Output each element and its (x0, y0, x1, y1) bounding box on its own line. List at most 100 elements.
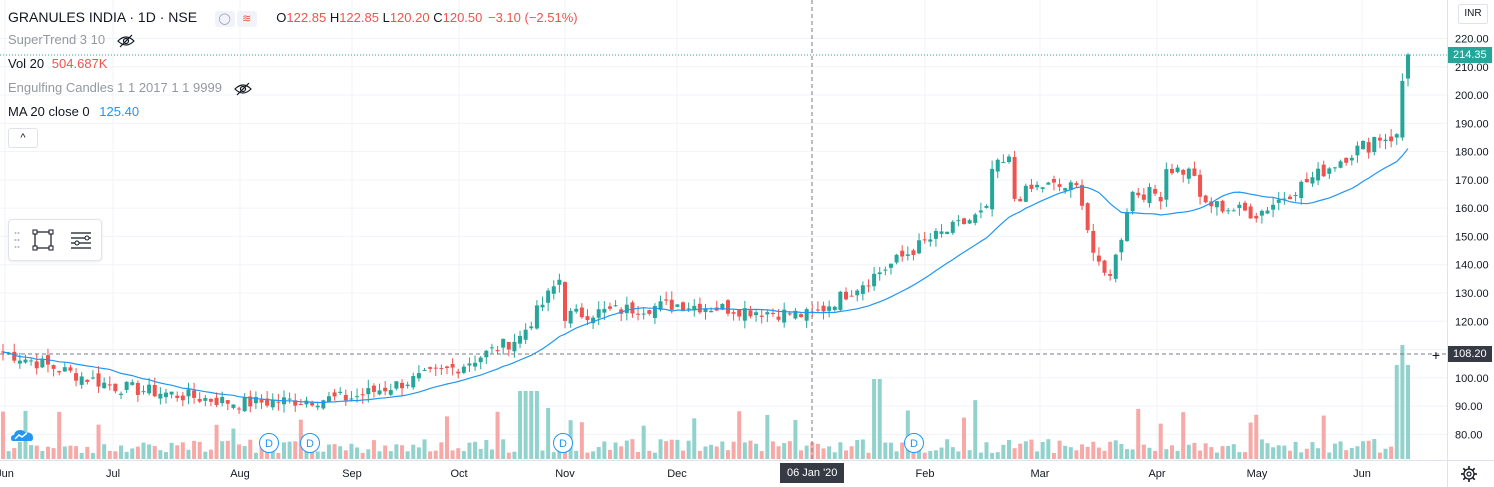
candle-body (529, 326, 534, 329)
volume-bar (12, 448, 17, 459)
volume-bar (1383, 448, 1388, 459)
volume-bar (29, 445, 34, 459)
volume-bar (1338, 441, 1343, 459)
candle-body (641, 313, 646, 315)
last-price-label: 214.35 (1448, 47, 1492, 63)
candle-body (1237, 204, 1242, 208)
dividend-marker[interactable]: D (259, 433, 279, 453)
volume-bar (135, 446, 140, 459)
volume-bar (866, 452, 871, 459)
volume-bar (770, 441, 775, 459)
time-tick-label: Oct (450, 468, 467, 480)
volume-bar (282, 442, 286, 459)
candle-body (534, 305, 539, 329)
floating-drawing-toolbar[interactable] (8, 219, 102, 261)
volume-bar (978, 452, 983, 459)
compare-icon[interactable]: ◯ (214, 11, 235, 28)
time-tick-label: Mar (1031, 468, 1050, 480)
candle-body (709, 310, 714, 313)
candle-body (1243, 202, 1248, 211)
candle-body (759, 315, 764, 317)
candle-body (68, 367, 73, 371)
volume-bar (315, 451, 320, 459)
volume-bar (1181, 412, 1186, 459)
volume-bar (658, 439, 663, 459)
symbol-title[interactable]: GRANULES INDIA · 1D · NSE (8, 9, 198, 25)
price-axis[interactable]: 220.00 210.00 200.00 190.00 180.00 170.00 160.… (1455, 34, 1489, 442)
candle-body (74, 373, 79, 381)
engulfing-legend[interactable]: Engulfing Candles 1 1 2017 1 1 9999 (8, 78, 252, 98)
volume-bar (360, 452, 365, 459)
drag-handle-icon[interactable] (14, 230, 20, 250)
volume-bar (1377, 452, 1382, 459)
candle-body (17, 360, 22, 364)
candle-body (905, 254, 910, 256)
candle-body (1029, 184, 1034, 189)
candle-body (872, 273, 877, 287)
dividend-marker[interactable]: D (300, 433, 320, 453)
volume-bar (832, 452, 837, 459)
volume-bar (1080, 444, 1085, 459)
supertrend-legend[interactable]: SuperTrend 3 10 (8, 30, 135, 50)
volume-bar (754, 443, 759, 459)
candle-body (1293, 195, 1298, 197)
candle-body (416, 373, 421, 379)
volume-bar (1051, 452, 1056, 459)
volume-bar (1068, 447, 1073, 459)
eye-hidden-icon[interactable] (116, 34, 135, 48)
eye-hidden-icon[interactable] (233, 82, 252, 96)
collapse-legend-button[interactable]: ^ (8, 128, 38, 148)
volume-bar (1254, 414, 1259, 459)
volume-bar (411, 444, 416, 459)
time-tick-label: Jun (0, 468, 14, 480)
volume-bar (793, 419, 798, 459)
candle-body (1287, 196, 1292, 200)
volume-bar (1102, 450, 1107, 459)
compare-buttons[interactable]: ◯ ≋ (214, 9, 259, 29)
candle-body (147, 384, 152, 394)
dividend-marker[interactable]: D (553, 433, 573, 453)
volume-bar (501, 439, 506, 459)
volume-bar (928, 451, 933, 459)
candle-body (388, 390, 393, 395)
volume-legend[interactable]: Vol 20 504.687K (8, 54, 107, 74)
volume-bar (489, 449, 494, 459)
candle-body (933, 230, 938, 239)
settings-lines-icon[interactable] (67, 226, 95, 254)
candle-body (1181, 169, 1186, 175)
add-alert-plus-icon[interactable]: + (1431, 347, 1441, 363)
candle-body (265, 398, 270, 406)
volume-bar (484, 440, 489, 459)
volume-bar (1012, 448, 1017, 459)
time-axis[interactable]: Jun Jul Aug Sep Oct Nov Dec Feb Mar Apr May Jun (0, 468, 1371, 480)
wave-icon[interactable]: ≋ (236, 11, 257, 28)
volume-bar (34, 445, 39, 459)
volume-bar (714, 446, 719, 459)
candle-body (90, 377, 95, 379)
rectangle-tool-icon[interactable] (29, 226, 57, 254)
tradingview-logo-icon[interactable] (8, 424, 36, 446)
candle-body (523, 329, 528, 340)
candle-body (343, 394, 348, 401)
candle-body (1175, 167, 1180, 172)
time-tick-label: Jun (1353, 468, 1371, 480)
candle-body (956, 220, 961, 222)
volume-bar (636, 451, 641, 459)
gear-icon[interactable] (1459, 465, 1479, 483)
volume-bar (57, 411, 62, 459)
volume-bar (529, 391, 534, 459)
dividend-marker[interactable]: D (904, 433, 924, 453)
candle-body (911, 250, 916, 255)
volume-bar (1164, 449, 1169, 459)
currency-button[interactable]: INR (1458, 4, 1488, 24)
volume-bar (506, 452, 511, 459)
volume-bar (293, 441, 298, 459)
symbol-header: GRANULES INDIA · 1D · NSE ◯ ≋ O122.85 H12… (8, 7, 578, 29)
volume-bar (652, 452, 657, 459)
volume-bar (175, 445, 180, 459)
candle-body (1198, 174, 1203, 197)
volume-bar (400, 445, 405, 459)
volume-bar (917, 448, 922, 459)
ma-legend[interactable]: MA 20 close 0 125.40 (8, 102, 139, 122)
